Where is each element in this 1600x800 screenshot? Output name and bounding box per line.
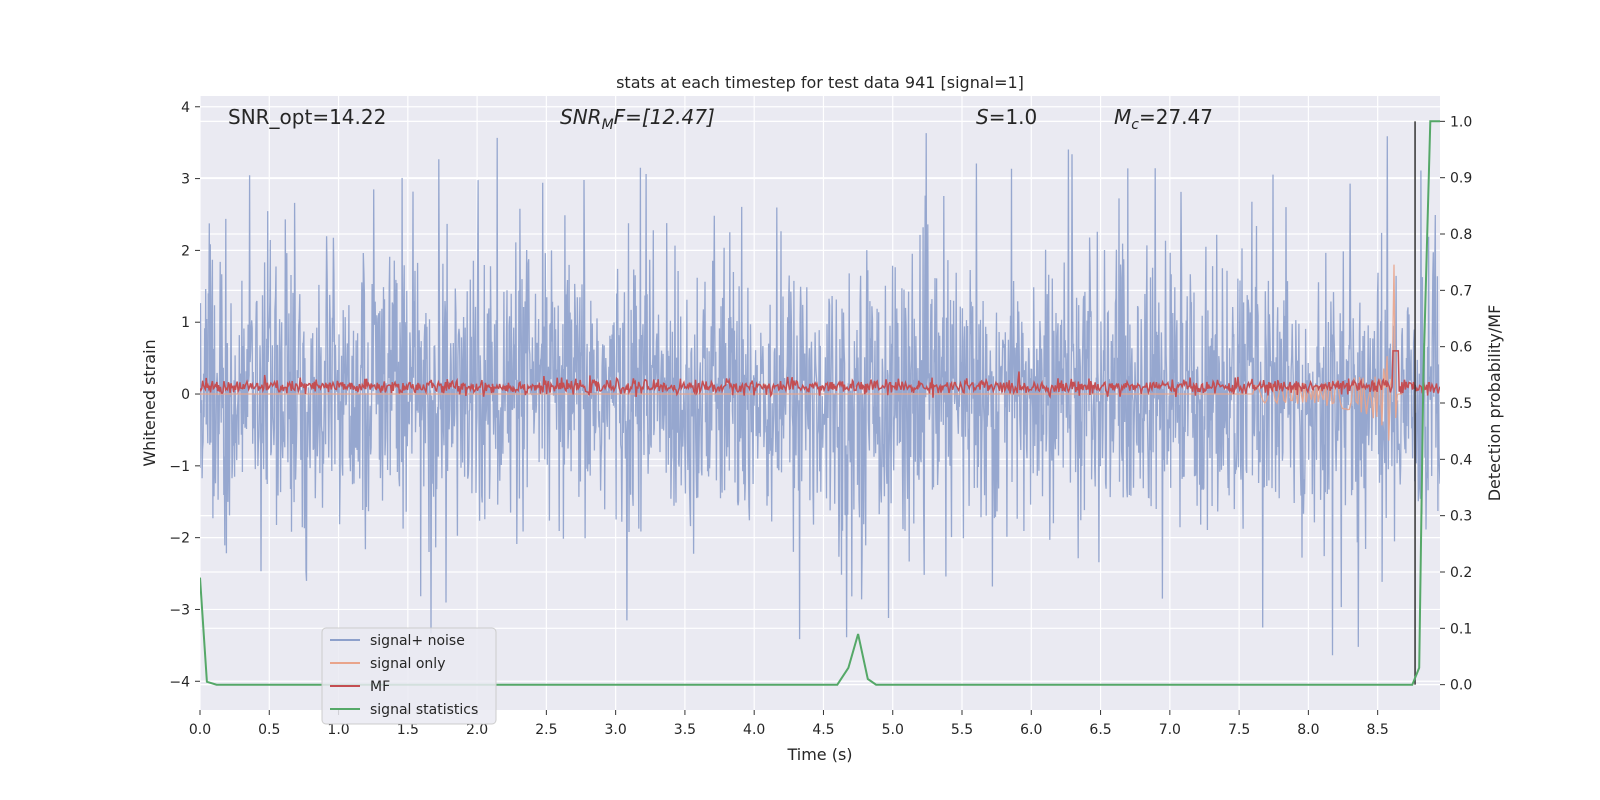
y2-tick-label: 0.3 [1450,509,1472,525]
annotation-mc: Mc=27.47 [1114,105,1213,133]
annotation-mc-base: M [1114,105,1131,129]
annotation-mc-sub: c [1131,117,1139,133]
y2-tick-label: 0.0 [1450,678,1472,694]
x-tick-label: 2.0 [466,722,488,738]
x-axis-label: Time (s) [786,745,852,764]
x-tick-label: 8.5 [1367,722,1389,738]
y2-tick-label: 0.7 [1450,283,1472,299]
x-tick-label: 0.5 [258,722,280,738]
x-axis-ticks: 0.0 0.5 1.0 1.5 2.0 2.5 3.0 3.5 4.0 4.5 5.0 5.5 6.0 6… [189,710,1389,738]
y-tick-label: 4 [181,100,190,116]
y2-tick-label: 0.2 [1450,565,1472,581]
series-mf-line [200,350,1440,399]
y-tick-label: −4 [169,674,190,690]
y-tick-label: 0 [181,387,190,403]
grid-lines [199,96,1440,710]
y2-axis-ticks: 1.0 0.9 0.8 0.7 0.6 0.5 0.4 0.3 0.2 0.1 0.0 [1440,114,1472,694]
y-tick-label: −3 [169,602,190,618]
chart-title: stats at each timestep for test data 941… [616,73,1024,92]
annotation-s-rest: =1.0 [989,105,1038,129]
annotation-snr-mf-rest: F=[12.47] [614,105,715,129]
x-tick-label: 7.0 [1159,722,1181,738]
x-tick-label: 4.0 [743,722,765,738]
annotation-snr-mf: SNRMF=[12.47] [560,105,715,133]
annotation-mc-rest: =27.47 [1139,105,1213,129]
x-tick-label: 3.5 [674,722,696,738]
y-tick-label: 3 [181,172,190,188]
y-tick-label: −2 [169,531,190,547]
legend-label-signal-statistics: signal statistics [370,702,478,718]
legend-label-signal-only: signal only [370,656,445,672]
x-tick-label: 5.5 [951,722,973,738]
x-tick-label: 1.0 [327,722,349,738]
y-axis-label: Whitened strain [140,339,159,466]
x-tick-label: 1.5 [397,722,419,738]
y2-tick-label: 0.4 [1450,452,1472,468]
x-tick-label: 7.5 [1228,722,1250,738]
y2-tick-label: 0.1 [1450,621,1472,637]
x-tick-label: 6.0 [1020,722,1042,738]
x-tick-label: 0.0 [189,722,211,738]
y2-tick-label: 0.8 [1450,227,1472,243]
y2-tick-label: 0.9 [1450,171,1472,187]
annotation-s: S=1.0 [976,105,1037,129]
y2-axis-label: Detection probability/MF [1485,305,1504,502]
annotation-snr-mf-base: SNR [560,105,602,129]
y-tick-label: 1 [181,315,190,331]
y-tick-label: 2 [181,243,190,259]
y-axis-ticks: 4 3 2 1 0 −1 −2 −3 −4 [169,100,200,690]
x-tick-label: 6.5 [1089,722,1111,738]
x-tick-label: 5.0 [882,722,904,738]
y2-tick-label: 0.5 [1450,396,1472,412]
series-clip-group [200,120,1440,686]
annotation-snr-opt: SNR_opt=14.22 [228,105,386,129]
series-signal-statistics-line [200,120,1440,686]
legend-label-signal-noise: signal+ noise [370,633,465,649]
y-tick-label: −1 [169,459,190,475]
x-tick-label: 4.5 [812,722,834,738]
y2-tick-label: 1.0 [1450,114,1472,130]
x-tick-label: 2.5 [535,722,557,738]
x-tick-label: 8.0 [1297,722,1319,738]
y2-tick-label: 0.6 [1450,340,1472,356]
legend-label-mf: MF [370,679,390,695]
legend: signal+ noise signal only MF signal stat… [321,627,497,725]
x-tick-label: 3.0 [605,722,627,738]
annotation-s-base: S [976,105,989,129]
annotation-snr-mf-sub: M [602,117,614,133]
series-layer [200,120,1440,686]
series-signal-noise-line [200,133,1440,656]
legend-box [321,627,497,725]
series-signal-only-line [200,264,1403,441]
